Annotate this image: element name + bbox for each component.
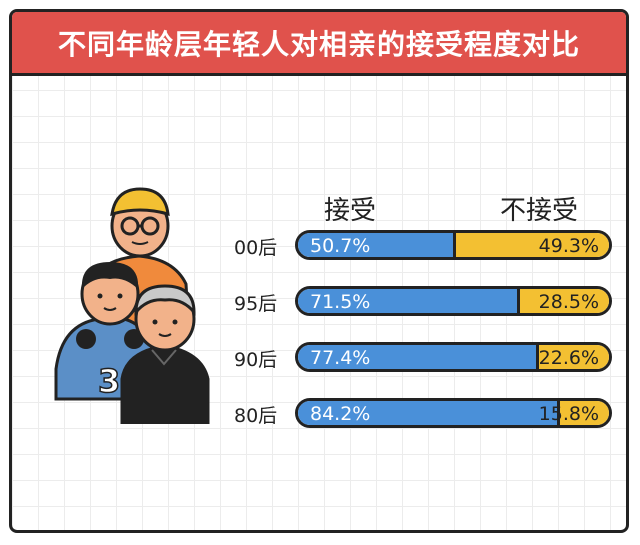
jersey-number: 3 — [98, 362, 120, 400]
bar-segment-accept: 50.7% — [298, 233, 456, 257]
data-label-reject: 28.5% — [538, 291, 599, 313]
data-label-reject: 22.6% — [538, 347, 599, 369]
data-label-reject: 15.8% — [538, 403, 599, 425]
bar-segment-reject: 49.3% — [455, 233, 609, 257]
legend-accept: 接受 — [324, 196, 377, 226]
bar-2: 77.4% 22.6% — [295, 342, 612, 372]
data-label-accept: 50.7% — [310, 235, 371, 257]
bar-segment-reject: 15.8% — [539, 401, 609, 425]
bar-0: 50.7% 49.3% — [295, 230, 612, 260]
young-people-group-icon: 3 — [54, 187, 210, 424]
bar-segment-reject: 28.5% — [520, 289, 609, 313]
category-label: 00后 — [234, 237, 278, 259]
data-label-accept: 77.4% — [310, 347, 371, 369]
category-label: 80后 — [234, 405, 278, 427]
data-label-accept: 71.5% — [310, 291, 371, 313]
bar-segment-reject: 22.6% — [539, 345, 609, 369]
category-label: 90后 — [234, 349, 278, 371]
category-label: 95后 — [234, 293, 278, 315]
data-label-accept: 84.2% — [310, 403, 371, 425]
chart-frame: 不同年龄层年轻人对相亲的接受程度对比 3 — [9, 9, 629, 533]
title-bar: 不同年龄层年轻人对相亲的接受程度对比 — [12, 12, 626, 76]
bar-segment-accept: 84.2% — [298, 401, 560, 425]
bar-segment-accept: 71.5% — [298, 289, 521, 313]
bar-1: 71.5% 28.5% — [295, 286, 612, 316]
bar-3: 84.2% 15.8% — [295, 398, 612, 428]
bar-segment-accept: 77.4% — [298, 345, 539, 369]
data-label-reject: 49.3% — [538, 235, 599, 257]
legend-reject: 不接受 — [500, 196, 579, 226]
chart-title: 不同年龄层年轻人对相亲的接受程度对比 — [57, 27, 580, 61]
